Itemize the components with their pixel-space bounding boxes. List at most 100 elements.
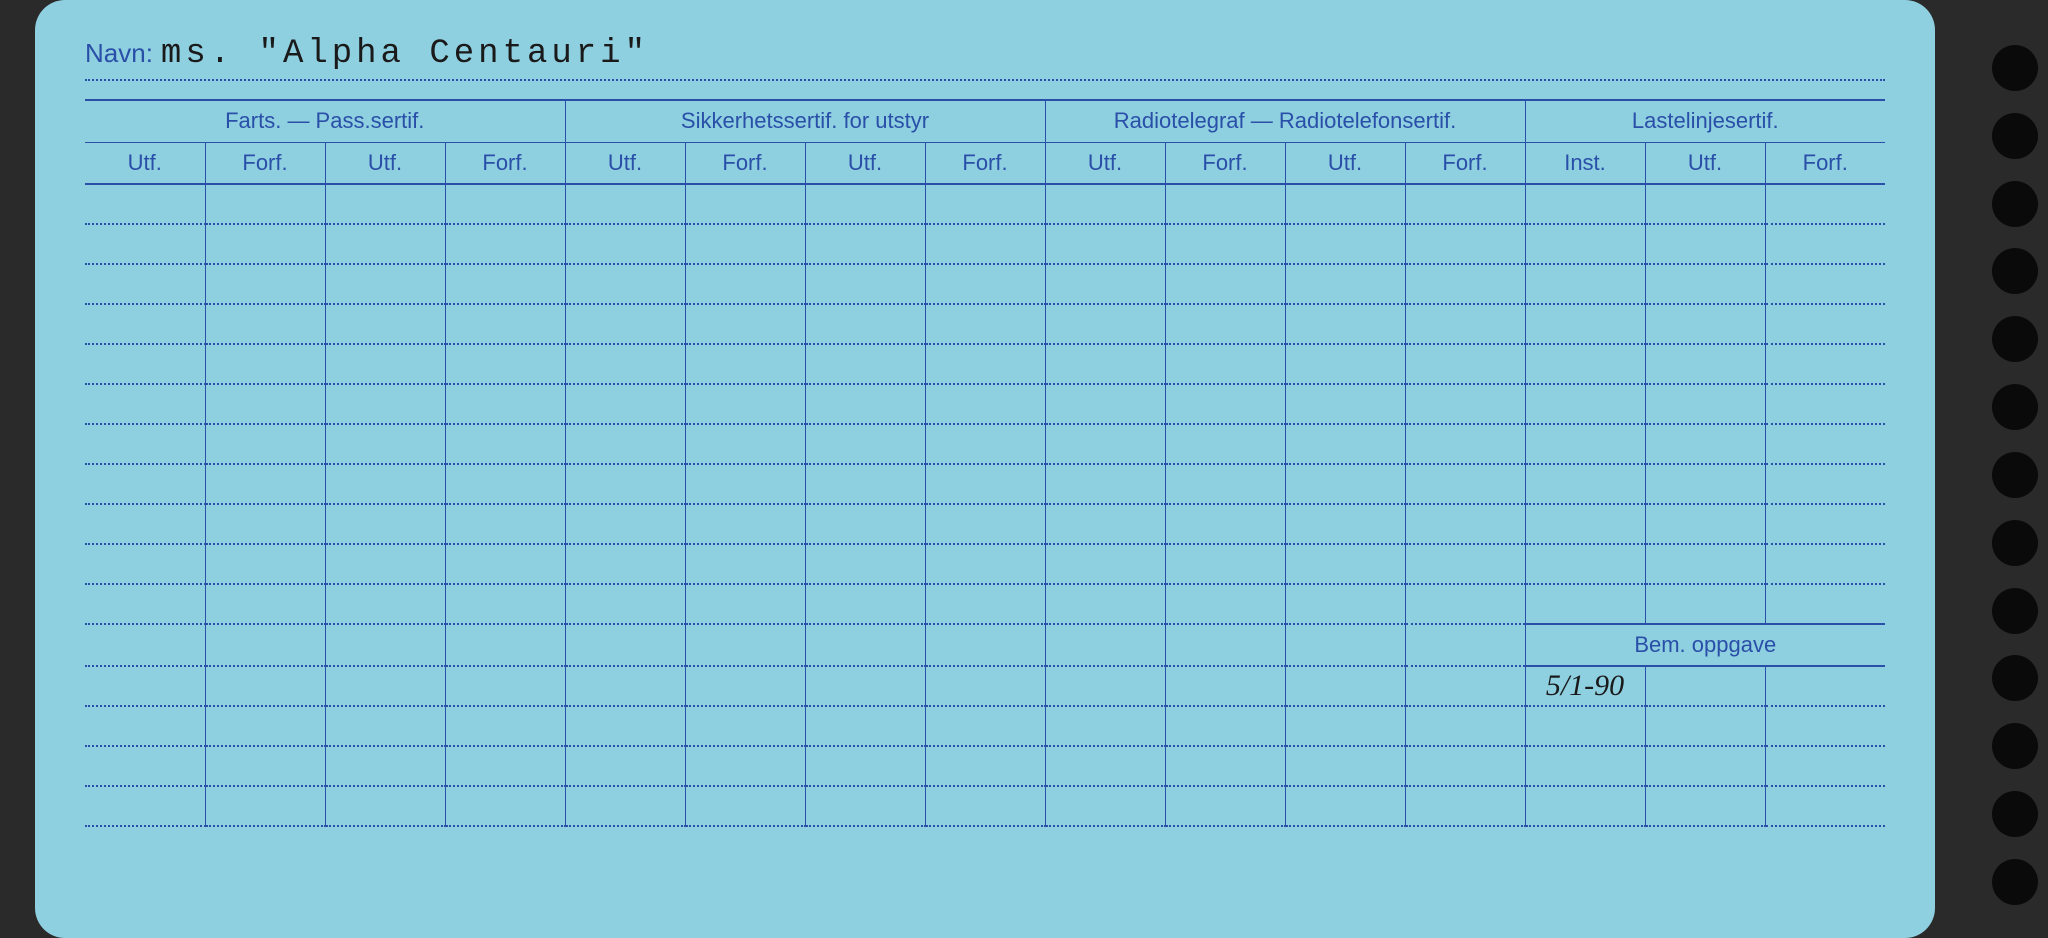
table-cell [325, 504, 445, 544]
group-header-row: Farts. — Pass.sertif.Sikkerhetssertif. f… [85, 100, 1885, 142]
table-cell [445, 544, 565, 584]
table-cell [325, 304, 445, 344]
table-cell [925, 666, 1045, 706]
name-value: ms. "Alpha Centauri" [161, 35, 649, 73]
sub-header: Utf. [1645, 142, 1765, 184]
table-cell [805, 184, 925, 224]
table-cell [85, 464, 205, 504]
sub-header: Forf. [205, 142, 325, 184]
table-cell [445, 264, 565, 304]
table-cell [205, 504, 325, 544]
table-row [85, 384, 1885, 424]
table-cell [925, 264, 1045, 304]
table-cell [1525, 584, 1645, 624]
table-cell [1165, 746, 1285, 786]
table-cell [925, 624, 1045, 666]
table-cell [685, 624, 805, 666]
punch-holes [1988, 45, 2038, 905]
table-cell [1045, 184, 1165, 224]
table-cell [445, 706, 565, 746]
table-cell [925, 504, 1045, 544]
table-cell [1045, 264, 1165, 304]
certificates-table: Farts. — Pass.sertif.Sikkerhetssertif. f… [85, 99, 1885, 827]
table-cell [925, 384, 1045, 424]
table-cell [685, 504, 805, 544]
table-cell [1525, 304, 1645, 344]
punch-hole [1992, 723, 2038, 769]
table-cell [325, 666, 445, 706]
table-cell [1045, 504, 1165, 544]
sub-header: Utf. [805, 142, 925, 184]
sub-header: Utf. [1045, 142, 1165, 184]
sub-header-row: Utf.Forf.Utf.Forf.Utf.Forf.Utf.Forf.Utf.… [85, 142, 1885, 184]
table-cell [1645, 504, 1765, 544]
table-cell [205, 786, 325, 826]
table-cell [445, 624, 565, 666]
table-cell [805, 786, 925, 826]
sub-header: Inst. [1525, 142, 1645, 184]
table-cell [1525, 344, 1645, 384]
table-cell [685, 544, 805, 584]
table-cell [445, 584, 565, 624]
table-cell [1285, 544, 1405, 584]
table-cell [565, 786, 685, 826]
table-cell [1765, 384, 1885, 424]
table-cell [1525, 424, 1645, 464]
table-cell [925, 464, 1045, 504]
bem-cell: 5/1-90 [1525, 666, 1645, 706]
table-cell [685, 344, 805, 384]
table-cell [1165, 584, 1285, 624]
table-cell [85, 344, 205, 384]
table-cell [1765, 504, 1885, 544]
table-cell [565, 464, 685, 504]
table-cell [205, 544, 325, 584]
table-cell [565, 544, 685, 584]
group-header: Lastelinjesertif. [1525, 100, 1885, 142]
table-cell [1285, 184, 1405, 224]
table-cell [1165, 264, 1285, 304]
table-cell [1285, 786, 1405, 826]
table-row [85, 184, 1885, 224]
table-cell [1045, 786, 1165, 826]
table-cell [325, 184, 445, 224]
table-cell [325, 584, 445, 624]
table-cell [805, 666, 925, 706]
table-cell [1525, 544, 1645, 584]
sub-header: Utf. [85, 142, 205, 184]
bem-cell [1765, 786, 1885, 826]
table-cell [325, 424, 445, 464]
table-row [85, 224, 1885, 264]
table-cell [325, 544, 445, 584]
table-cell [445, 746, 565, 786]
group-header: Radiotelegraf — Radiotelefonsertif. [1045, 100, 1525, 142]
index-card: Navn: ms. "Alpha Centauri" Farts. — Pass… [35, 0, 1935, 938]
table-cell [685, 304, 805, 344]
table-cell [1285, 224, 1405, 264]
table-cell [1285, 424, 1405, 464]
table-cell [1765, 224, 1885, 264]
punch-hole [1992, 248, 2038, 294]
sub-header: Forf. [1765, 142, 1885, 184]
bem-cell [1765, 746, 1885, 786]
table-cell [1645, 264, 1765, 304]
table-cell [565, 304, 685, 344]
table-cell [1405, 264, 1525, 304]
table-cell [1165, 666, 1285, 706]
table-cell [1765, 184, 1885, 224]
table-cell [445, 424, 565, 464]
table-cell [1645, 584, 1765, 624]
table-cell [85, 746, 205, 786]
table-cell [805, 746, 925, 786]
table-cell [1765, 544, 1885, 584]
table-cell [565, 264, 685, 304]
table-cell [685, 384, 805, 424]
table-cell [1645, 184, 1765, 224]
punch-hole [1992, 452, 2038, 498]
table-cell [1285, 464, 1405, 504]
bem-cell [1765, 706, 1885, 746]
table-cell [1765, 264, 1885, 304]
table-cell [1045, 384, 1165, 424]
table-cell [325, 706, 445, 746]
table-cell [685, 706, 805, 746]
table-cell [565, 424, 685, 464]
